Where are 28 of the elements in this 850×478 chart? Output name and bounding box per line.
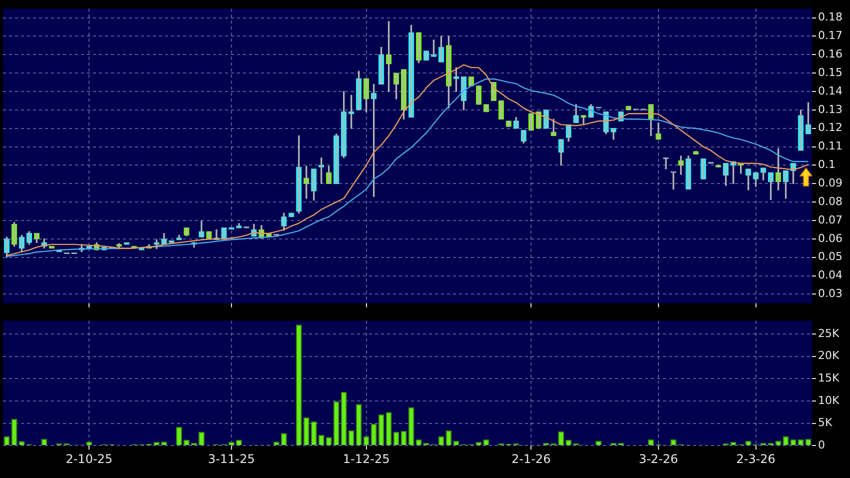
y-tick-label: 0.09 xyxy=(818,176,842,190)
x-tick-label: 1-12-25 xyxy=(342,452,390,466)
y-tick-label: 0.05 xyxy=(818,250,842,264)
y-tick-label: 20K xyxy=(818,349,840,362)
y-tick-label: 0 xyxy=(818,438,825,452)
y-tick-label: 5K xyxy=(818,416,833,430)
y-tick-label: 0.03 xyxy=(818,287,842,300)
y-tick-label: 0.08 xyxy=(818,194,842,208)
x-tick-label: 2-3-26 xyxy=(736,452,776,466)
y-tick-label: 0.12 xyxy=(818,121,842,134)
x-tick-label: 3-2-26 xyxy=(638,452,678,466)
y-tick-label: 0.07 xyxy=(818,213,842,226)
y-tick-label: 15K xyxy=(818,371,840,384)
y-tick-label: 0.14 xyxy=(818,84,842,98)
y-tick-label: 0.04 xyxy=(818,268,842,282)
x-tick-label: 2-10-25 xyxy=(66,452,113,466)
y-tick-label: 25K xyxy=(818,326,840,340)
y-tick-label: 0.11 xyxy=(818,140,842,153)
y-tick-label: 0.18 xyxy=(818,10,842,24)
y-tick-label: 0.15 xyxy=(818,66,842,79)
y-tick-label: 10K xyxy=(818,394,840,407)
x-tick-label: 2-1-26 xyxy=(511,452,551,466)
y-tick-label: 0.06 xyxy=(818,232,842,245)
y-tick-label: 0.1 xyxy=(818,158,836,172)
y-tick-label: 0.16 xyxy=(818,48,842,61)
y-tick-label: 0.17 xyxy=(818,29,842,42)
x-tick-label: 3-11-25 xyxy=(208,452,255,466)
y-tick-label: 0.13 xyxy=(818,102,842,116)
